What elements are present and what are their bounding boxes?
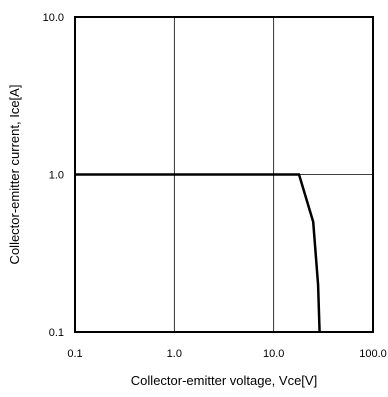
y-tick-label: 1.0: [49, 170, 64, 182]
x-tick-label: 1.0: [167, 348, 182, 360]
plot-frame: [74, 16, 374, 333]
y-tick-label: 0.1: [49, 327, 64, 339]
x-axis-title: Collector-emitter voltage, Vce[V]: [131, 373, 317, 388]
y-tick-labels: 0.1 1.0 10.0: [43, 12, 64, 339]
x-tick-labels: 0.1 1.0 10.0 100.0: [67, 348, 386, 360]
x-tick-label: 0.1: [67, 348, 82, 360]
x-tick-label: 100.0: [359, 348, 387, 360]
series-layer: [75, 173, 321, 333]
series-line: [75, 173, 321, 333]
y-tick-label: 10.0: [43, 12, 64, 24]
x-tick-label: 10.0: [263, 348, 284, 360]
y-axis-title: Collector-emitter current, Ice[A]: [7, 85, 22, 265]
